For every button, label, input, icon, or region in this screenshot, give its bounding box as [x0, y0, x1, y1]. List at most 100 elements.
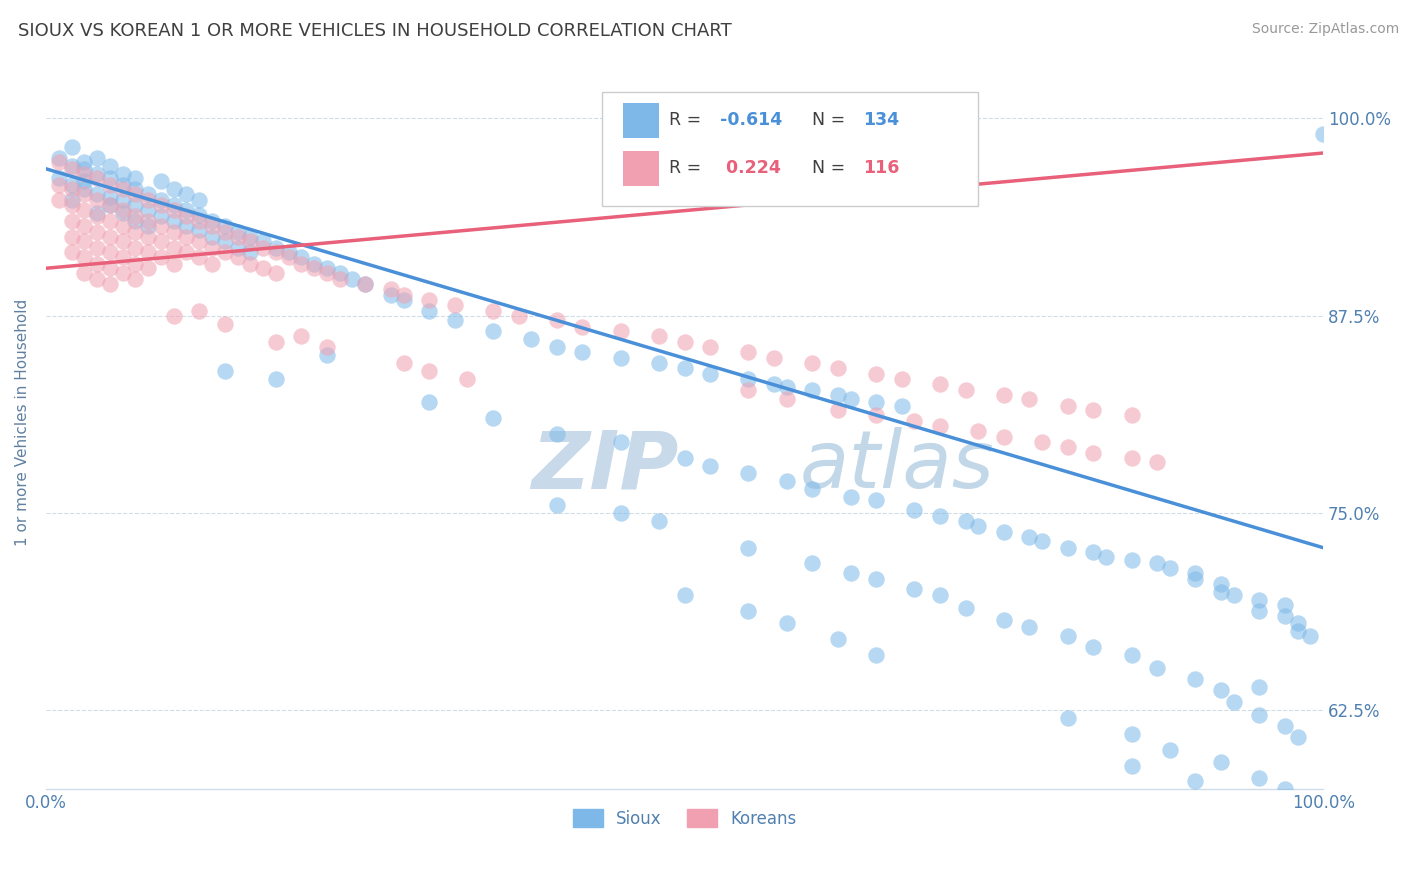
Point: [316, 340, 339, 354]
Point: [60, 139, 83, 153]
Point: [73, 266, 96, 280]
Point: [737, 372, 759, 386]
Point: [967, 424, 990, 438]
Point: [176, 229, 198, 244]
Point: [380, 282, 402, 296]
Point: [60, 198, 83, 212]
Point: [392, 288, 415, 302]
Point: [699, 340, 721, 354]
Point: [1121, 758, 1143, 772]
Point: [201, 241, 224, 255]
Point: [201, 219, 224, 233]
Point: [329, 266, 352, 280]
Point: [86, 151, 108, 165]
Point: [163, 202, 186, 217]
Point: [1249, 708, 1271, 723]
Point: [124, 182, 146, 196]
Point: [865, 572, 887, 586]
Point: [214, 219, 236, 233]
Point: [239, 235, 262, 249]
Point: [1184, 566, 1206, 580]
Point: [176, 209, 198, 223]
Point: [380, 288, 402, 302]
Text: N =: N =: [813, 112, 845, 129]
Point: [329, 272, 352, 286]
Point: [1121, 648, 1143, 662]
Point: [252, 241, 274, 255]
Point: [929, 509, 952, 524]
Point: [48, 178, 70, 192]
Point: [1121, 727, 1143, 741]
Point: [188, 194, 211, 208]
Point: [239, 245, 262, 260]
Point: [648, 514, 671, 528]
Point: [73, 235, 96, 249]
Point: [264, 266, 287, 280]
Point: [1312, 127, 1334, 141]
Point: [839, 490, 862, 504]
Point: [520, 332, 543, 346]
Point: [124, 272, 146, 286]
Point: [98, 198, 121, 212]
Point: [955, 600, 977, 615]
Point: [98, 190, 121, 204]
Point: [1299, 629, 1322, 643]
Point: [226, 241, 249, 255]
Point: [762, 351, 785, 366]
Point: [1056, 541, 1078, 555]
Point: [252, 261, 274, 276]
Point: [98, 245, 121, 260]
Point: [176, 219, 198, 233]
Point: [86, 194, 108, 208]
Point: [86, 206, 108, 220]
Point: [73, 155, 96, 169]
Point: [73, 161, 96, 176]
Point: [86, 241, 108, 255]
Text: SIOUX VS KOREAN 1 OR MORE VEHICLES IN HOUSEHOLD CORRELATION CHART: SIOUX VS KOREAN 1 OR MORE VEHICLES IN HO…: [18, 22, 733, 40]
Point: [993, 613, 1015, 627]
Point: [955, 514, 977, 528]
Point: [136, 229, 159, 244]
Point: [98, 229, 121, 244]
Point: [111, 167, 134, 181]
Point: [1286, 730, 1309, 744]
Point: [827, 403, 849, 417]
Point: [239, 229, 262, 244]
Point: [264, 241, 287, 255]
Point: [673, 588, 696, 602]
Point: [1056, 629, 1078, 643]
Point: [699, 458, 721, 473]
Point: [86, 167, 108, 181]
Point: [1249, 592, 1271, 607]
Point: [316, 348, 339, 362]
Point: [86, 272, 108, 286]
Point: [136, 214, 159, 228]
Point: [163, 225, 186, 239]
Point: [546, 427, 568, 442]
Point: [1146, 557, 1168, 571]
Text: N =: N =: [813, 160, 845, 178]
Point: [1146, 455, 1168, 469]
Point: [839, 392, 862, 407]
Point: [264, 372, 287, 386]
Point: [865, 648, 887, 662]
Point: [955, 383, 977, 397]
Point: [1056, 399, 1078, 413]
Point: [482, 304, 505, 318]
Point: [48, 171, 70, 186]
Point: [699, 367, 721, 381]
Point: [176, 202, 198, 217]
Point: [1184, 774, 1206, 789]
Point: [418, 293, 440, 307]
Text: 116: 116: [863, 160, 900, 178]
Point: [98, 171, 121, 186]
Point: [1031, 534, 1053, 549]
Point: [1031, 434, 1053, 449]
Point: [136, 245, 159, 260]
Text: R =: R =: [669, 160, 702, 178]
Point: [86, 256, 108, 270]
Point: [214, 245, 236, 260]
Point: [290, 256, 312, 270]
FancyBboxPatch shape: [602, 92, 979, 206]
Point: [801, 557, 824, 571]
